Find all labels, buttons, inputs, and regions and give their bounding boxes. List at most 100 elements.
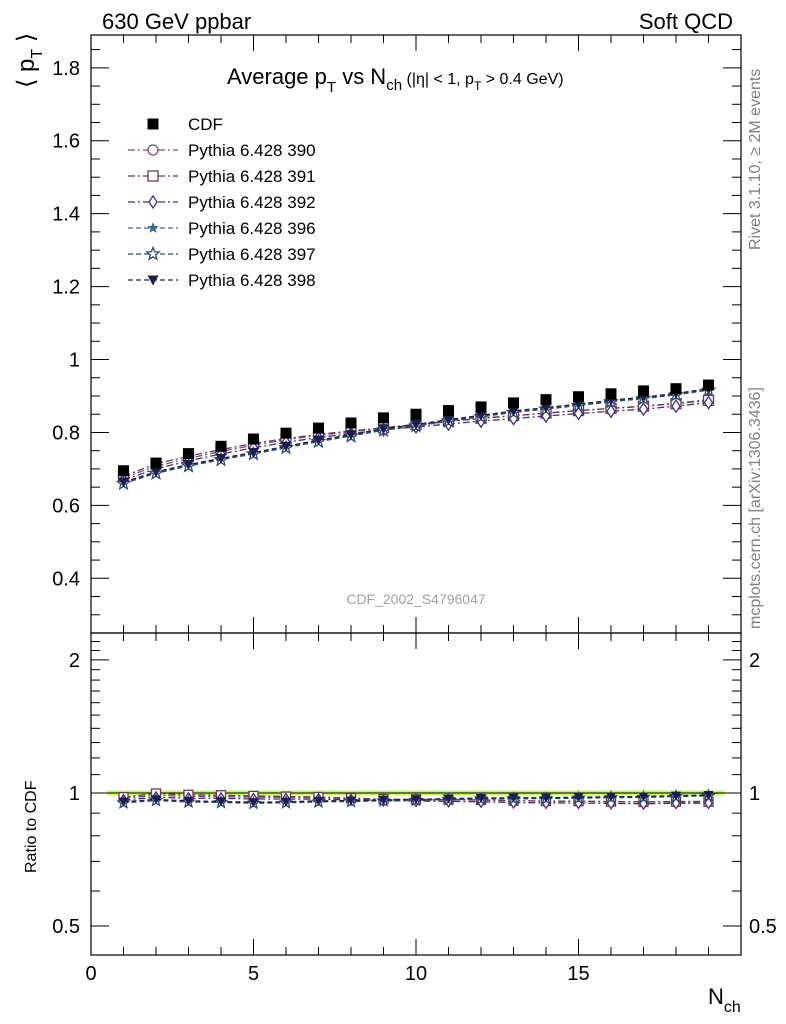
legend-marker-pythia-6-428-398 [147,275,159,286]
point-cdf [183,448,194,460]
point-pythia-6-428-398 [475,410,487,421]
point-cdf [345,417,357,429]
y-tick-label: 0.6 [52,495,80,517]
ratio-y-tick-label: 1 [69,783,80,805]
ratio-point-pythia-6-428-398 [248,798,259,808]
ratio-y-tick-label: 0.5 [52,916,80,938]
legend-label-pythia-6-428-396: Pythia 6.428 396 [188,219,316,238]
point-cdf [313,422,324,434]
point-pythia-6-428-398 [215,453,227,464]
point-pythia-6-428-392 [703,395,714,410]
point-cdf [508,397,519,409]
point-pythia-6-428-392 [638,401,649,417]
legend-marker-pythia-6-428-396 [147,222,159,233]
ratio-series-group [116,788,716,811]
point-pythia-6-428-398 [443,415,454,426]
point-pythia-6-428-398 [313,435,324,446]
legend-marker-pythia-6-428-391 [147,170,159,182]
point-pythia-6-428-398 [183,460,194,471]
ratio-point-pythia-6-428-398 [183,796,194,806]
legend-marker-pythia-6-428-397 [145,245,161,261]
legend-marker-cdf [147,118,159,130]
ratio-y-axis-label: Ratio to CDF [23,780,40,873]
x-axis-label: Nch [708,984,741,1016]
legend-marker-pythia-6-428-390 [147,144,159,156]
chart-title: Average pT vs Nch (|η| < 1, pT > 0.4 GeV… [227,64,564,96]
axes-group: 0 5 10 15 0.4 0.6 0.8 1 1.2 1.4 1.6 1.8 0.5 0.5 1 1 2 2 [52,35,777,985]
legend-label-pythia-6-428-397: Pythia 6.428 397 [188,245,316,264]
ratio-point-pythia-6-428-398 [443,794,454,804]
ratio-point-pythia-6-428-398 [313,796,324,806]
main-series-group [115,379,717,491]
point-cdf [410,408,422,420]
ratio-point-pythia-6-428-398 [508,793,519,803]
point-pythia-6-428-398 [150,467,162,478]
point-cdf [443,405,454,417]
y-axis-label: ⟨ pT ⟩ [13,33,46,88]
legend-label-pythia-6-428-392: Pythia 6.428 392 [188,193,316,212]
rivet-label: Rivet 3.1.10, ≥ 2M events [747,69,764,250]
point-pythia-6-428-392 [606,404,616,419]
point-cdf [638,385,649,397]
y-tick-label: 0.4 [52,568,80,590]
ratio-y-tick-label-right: 1 [749,783,760,805]
legend-label-pythia-6-428-391: Pythia 6.428 391 [188,167,316,186]
point-cdf [475,401,487,413]
point-cdf [150,457,162,469]
point-pythia-6-428-398 [345,430,357,441]
ratio-point-pythia-6-428-398 [638,792,649,802]
series-line-pythia-6-428-396 [123,388,709,484]
ratio-point-pythia-6-428-398 [606,792,616,802]
ratio-point-pythia-6-428-398 [151,795,161,805]
header-left: 630 GeV ppbar [102,9,251,34]
ratio-point-pythia-6-428-398 [541,793,551,803]
ratio-y-tick-label: 2 [69,650,80,672]
y-tick-label: 1.2 [52,277,80,299]
x-tick-label: 10 [405,963,427,985]
ratio-point-pythia-6-428-398 [378,795,389,805]
series-line-pythia-6-428-398 [123,388,709,483]
legend-label-cdf: CDF [188,115,223,134]
ratio-point-pythia-6-428-398 [281,797,291,807]
point-cdf [703,379,714,391]
point-cdf [605,388,617,400]
point-cdf [248,433,259,445]
point-cdf [215,440,227,452]
y-tick-label: 0.8 [52,422,80,444]
legend-label-pythia-6-428-390: Pythia 6.428 390 [188,141,316,160]
point-pythia-6-428-392 [573,406,584,421]
y-tick-label: 1.8 [52,58,80,80]
point-cdf [540,394,552,406]
legend: CDF Pythia 6.428 390 Pythia 6.428 391 Pythi… [128,115,316,290]
ratio-y-tick-label-right: 0.5 [749,916,777,938]
ratio-y-tick-label-right: 2 [749,650,760,672]
point-cdf [118,465,129,477]
point-pythia-6-428-398 [540,403,552,414]
ratio-point-pythia-6-428-398 [573,793,584,803]
point-cdf [280,427,292,439]
ratio-point-pythia-6-428-398 [671,791,681,801]
point-pythia-6-428-398 [508,406,519,417]
series-line-pythia-6-428-397 [123,389,709,485]
legend-marker-pythia-6-428-392 [148,194,158,210]
point-pythia-6-428-392 [671,399,681,414]
ratio-point-pythia-6-428-392 [704,796,713,810]
x-tick-label: 0 [85,963,96,985]
point-pythia-6-428-398 [280,441,292,452]
point-cdf [378,412,389,424]
point-pythia-6-428-398 [410,419,422,430]
ratio-point-pythia-6-428-398 [476,794,486,804]
x-tick-label: 15 [567,963,589,985]
legend-label-pythia-6-428-398: Pythia 6.428 398 [188,271,316,290]
point-pythia-6-428-398 [248,448,259,459]
y-tick-label: 1 [69,350,80,372]
mcplots-label: mcplots.cern.ch [arXiv:1306.3436] [747,387,764,629]
point-pythia-6-428-398 [378,424,389,435]
ratio-point-pythia-6-428-398 [703,790,714,800]
x-tick-label: 5 [248,963,259,985]
point-cdf [670,383,682,395]
ratio-point-pythia-6-428-398 [118,797,129,807]
point-cdf [573,391,584,403]
y-tick-label: 1.6 [52,131,80,153]
